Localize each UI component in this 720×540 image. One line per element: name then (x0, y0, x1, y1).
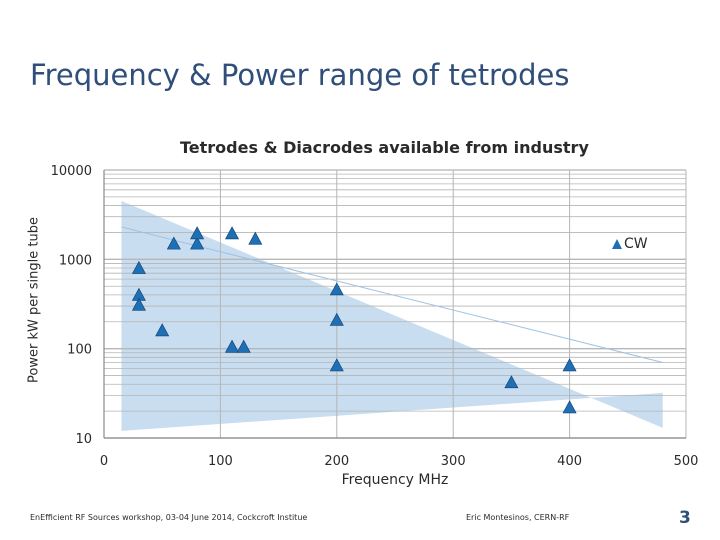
data-point-triangle (155, 323, 170, 337)
data-point-triangle (329, 358, 344, 372)
x-tick-label: 400 (557, 454, 582, 469)
y-tick-label: 1000 (59, 253, 92, 268)
y-tick-label: 10000 (51, 164, 92, 179)
data-point-triangle (225, 226, 240, 240)
slide-title: Frequency & Power range of tetrodes (30, 58, 570, 92)
data-point-triangle (562, 400, 577, 414)
legend: CW (612, 236, 648, 252)
legend-triangle-icon (612, 239, 622, 249)
footer-author: Eric Montesinos, CERN-RF (466, 513, 570, 522)
x-tick-label: 0 (100, 454, 108, 469)
y-tick-label: 100 (67, 343, 92, 358)
x-tick-label: 100 (208, 454, 233, 469)
x-tick-label: 300 (441, 454, 466, 469)
page-number: 3 (679, 508, 691, 528)
x-tick-label: 200 (324, 454, 349, 469)
data-point-triangle (166, 236, 181, 250)
data-point-triangle (131, 260, 146, 274)
data-point-triangle (236, 339, 251, 353)
data-point-triangle (248, 231, 263, 245)
data-point-triangle (190, 226, 205, 240)
y-tick-label: 10 (75, 432, 92, 447)
x-axis-label: Frequency MHz (341, 472, 449, 488)
data-point-triangle (329, 312, 344, 326)
footer-event: EnEfficient RF Sources workshop, 03-04 J… (30, 513, 308, 522)
data-point-triangle (131, 297, 146, 311)
chart-title: Tetrodes & Diacrodes available from indu… (180, 138, 589, 157)
data-point-triangle (225, 339, 240, 353)
x-tick-label: 500 (674, 454, 699, 469)
envelope-band (121, 200, 663, 431)
data-point-triangle (504, 375, 519, 389)
data-point-triangle (562, 358, 577, 372)
data-point-triangle (329, 282, 344, 296)
trend-line (121, 226, 663, 363)
data-point-triangle (190, 236, 205, 250)
legend-label-cw: CW (624, 236, 648, 252)
